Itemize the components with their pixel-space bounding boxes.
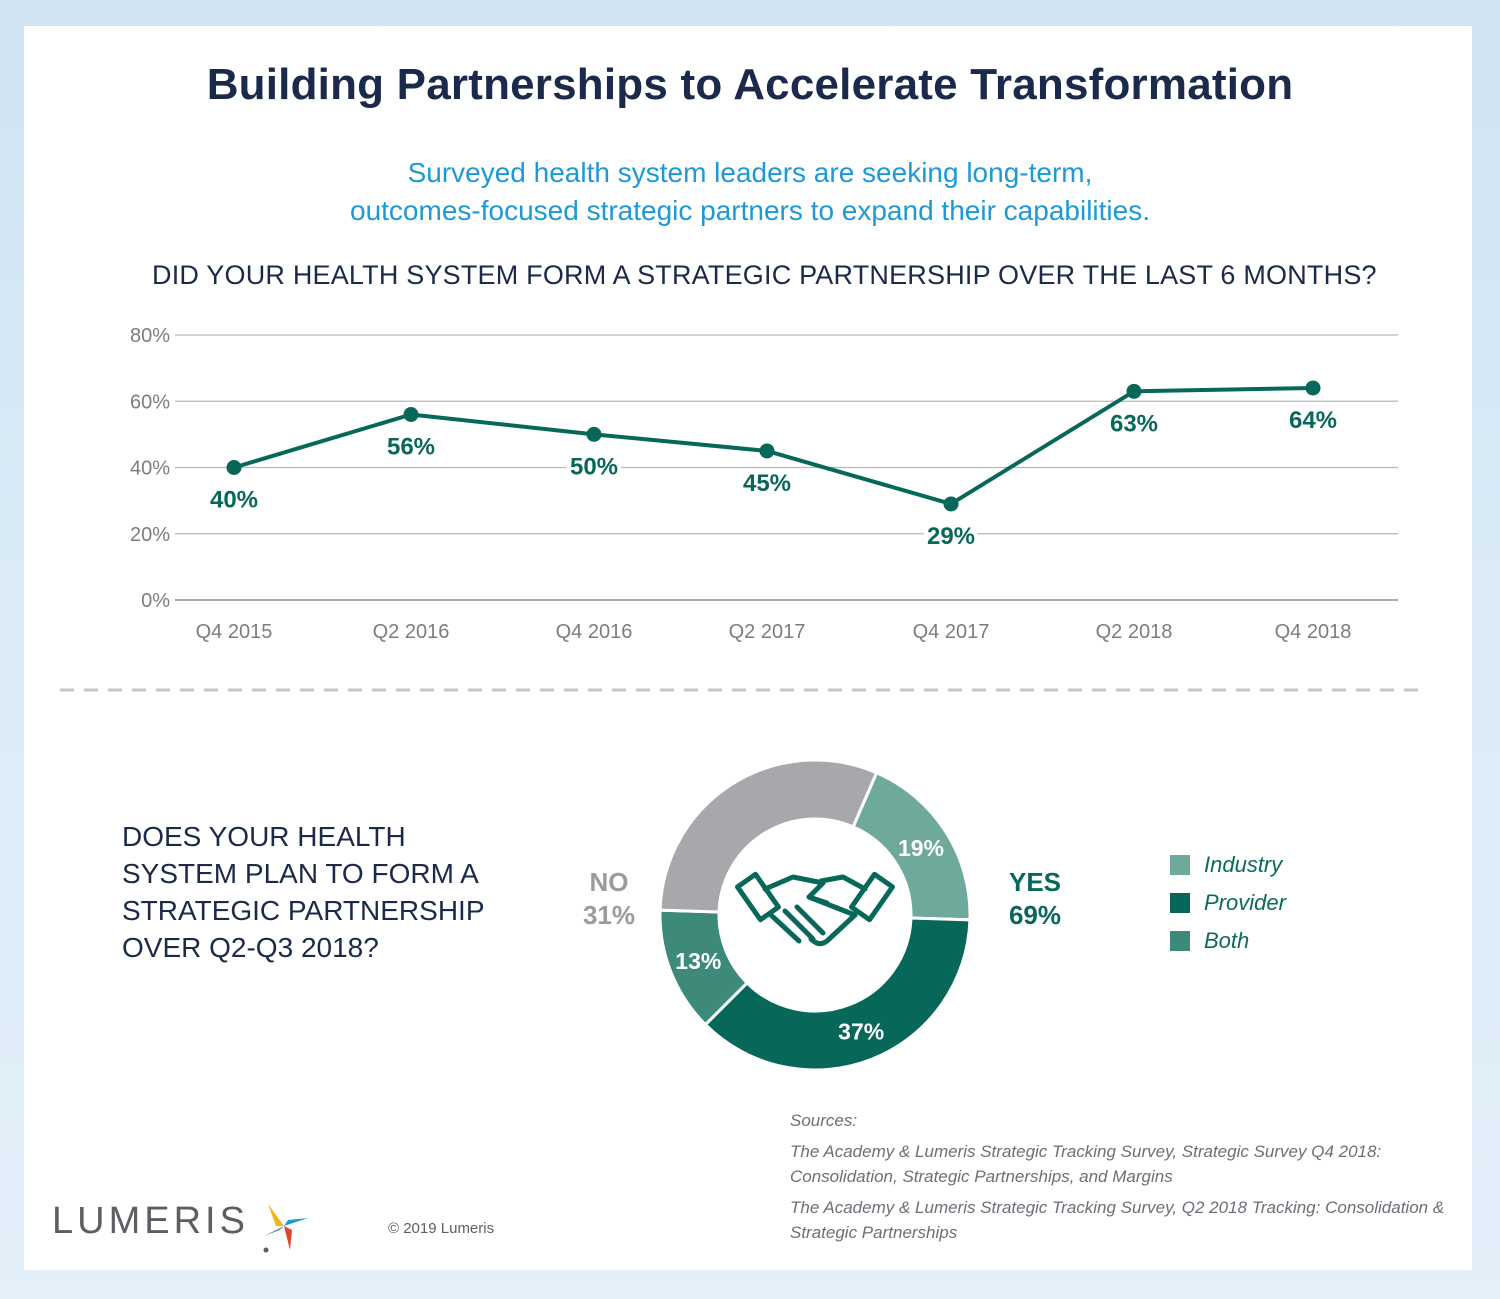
data-point [403, 407, 419, 422]
legend-swatch-industry [1170, 855, 1190, 875]
legend-swatch-provider [1170, 893, 1190, 913]
data-point [1305, 380, 1321, 396]
donut-chart-question: DOES YOUR HEALTH SYSTEM PLAN TO FORM A S… [122, 818, 542, 966]
donut-slice-provider [703, 916, 972, 1072]
legend-item-industry: Industry [1170, 846, 1286, 884]
subtitle-line-1: Surveyed health system leaders are seeki… [407, 157, 1093, 188]
lumeris-logo-text: LUMERIS [52, 1200, 249, 1242]
data-label: 63% [1110, 410, 1158, 437]
x-tick-label: Q4 2015 [196, 621, 273, 643]
y-tick-label: 80% [130, 325, 170, 347]
y-tick-label: 0% [141, 590, 170, 612]
copyright: © 2019 Lumeris [388, 1220, 495, 1237]
lumeris-star-icon [263, 1204, 308, 1253]
data-label: 64% [1289, 407, 1337, 434]
infographic-card [24, 26, 1472, 1270]
handshake-icon [735, 871, 895, 947]
donut-slice-labels: 19% 37% 13% [675, 835, 944, 1045]
legend-item-provider: Provider [1170, 884, 1286, 922]
data-point [586, 426, 602, 442]
y-tick-label: 60% [130, 391, 170, 413]
yes-value: 69% [1009, 900, 1061, 930]
line-chart: 0% 20% 40% 60% 80% Q4 2015 Q2 2016 Q4 2016 Q2 2… [130, 325, 1398, 643]
slice-label: 19% [898, 835, 944, 861]
yes-label: YES [1009, 867, 1061, 897]
data-label: 45% [743, 470, 791, 497]
data-label: 29% [927, 523, 975, 550]
section-divider [60, 688, 1420, 692]
source-item: The Academy & Lumeris Strategic Tracking… [790, 1142, 1382, 1186]
y-tick-label: 20% [130, 524, 170, 546]
donut-legend: Industry Provider Both [1170, 846, 1286, 960]
y-tick-label: 40% [130, 458, 170, 480]
line-chart-title: DID YOUR HEALTH SYSTEM FORM A STRATEGIC … [152, 260, 1377, 290]
x-tick-label: Q2 2018 [1096, 621, 1173, 643]
data-point [1126, 383, 1142, 399]
x-tick-label: Q4 2017 [913, 621, 990, 643]
legend-label-provider: Provider [1204, 890, 1286, 915]
data-label: 50% [570, 453, 618, 480]
data-point [759, 443, 775, 459]
line-chart-x-ticks: Q4 2015 Q2 2016 Q4 2016 Q2 2017 Q4 2017 Q2 20… [196, 621, 1352, 643]
donut-slice-no [658, 758, 879, 914]
data-point [943, 496, 959, 512]
data-point [226, 460, 242, 475]
page-title: Building Partnerships to Accelerate Tran… [206, 60, 1294, 109]
slice-label: 37% [838, 1019, 884, 1045]
data-label: 56% [387, 434, 435, 461]
subtitle: Surveyed health system leaders are seeki… [0, 154, 1500, 230]
legend-label-industry: Industry [1204, 852, 1283, 877]
question-line-4: OVER Q2-Q3 2018? [122, 932, 379, 963]
line-chart-grid [175, 334, 1398, 601]
data-label: 40% [210, 487, 258, 514]
legend-item-both: Both [1170, 922, 1286, 960]
sources: Sources: The Academy & Lumeris Strategic… [790, 1108, 1470, 1251]
question-line-3: STRATEGIC PARTNERSHIP [122, 895, 485, 926]
line-chart-data-labels: 40% 56% 50% 45% 29% 63% 64% [206, 403, 1341, 554]
x-tick-label: Q4 2018 [1275, 621, 1352, 643]
slice-label: 13% [675, 948, 721, 974]
line-chart-y-ticks: 0% 20% 40% 60% 80% [130, 325, 170, 612]
source-item: The Academy & Lumeris Strategic Tracking… [790, 1198, 1445, 1242]
x-tick-label: Q2 2017 [729, 621, 806, 643]
donut-slices [658, 758, 972, 1072]
question-line-1: DOES YOUR HEALTH [122, 821, 406, 852]
question-line-2: SYSTEM PLAN TO FORM A [122, 858, 479, 889]
subtitle-line-2: outcomes-focused strategic partners to e… [350, 195, 1150, 226]
x-tick-label: Q4 2016 [556, 621, 633, 643]
no-label: NO [590, 867, 629, 897]
x-tick-label: Q2 2016 [373, 621, 450, 643]
legend-label-both: Both [1204, 928, 1250, 953]
line-chart-points [226, 380, 1321, 512]
no-value: 31% [583, 900, 635, 930]
legend-swatch-both [1170, 931, 1190, 951]
sources-heading: Sources: [790, 1111, 858, 1130]
